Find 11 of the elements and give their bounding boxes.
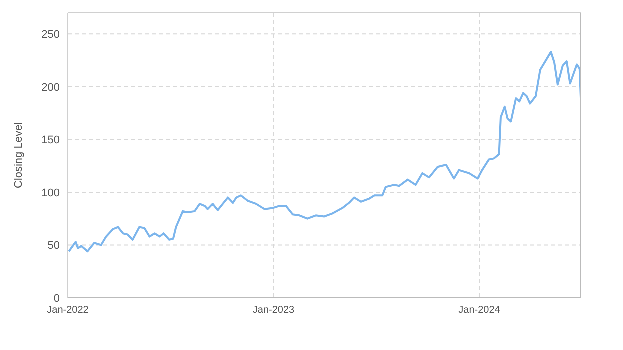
- x-tick-label: Jan-2022: [47, 305, 90, 316]
- line-series: [68, 51, 581, 253]
- y-axis-title: Closing Level: [12, 122, 25, 189]
- y-tick-label: 200: [42, 82, 60, 94]
- x-tick-label: Jan-2023: [252, 305, 296, 316]
- y-tick-label: 50: [48, 240, 60, 252]
- y-tick-label: 100: [42, 187, 60, 200]
- x-tick-label: Jan-2024: [458, 305, 501, 316]
- y-tick-label: 250: [42, 29, 60, 42]
- y-tick-label: 150: [42, 134, 60, 147]
- y-tick-label: 0: [54, 292, 60, 305]
